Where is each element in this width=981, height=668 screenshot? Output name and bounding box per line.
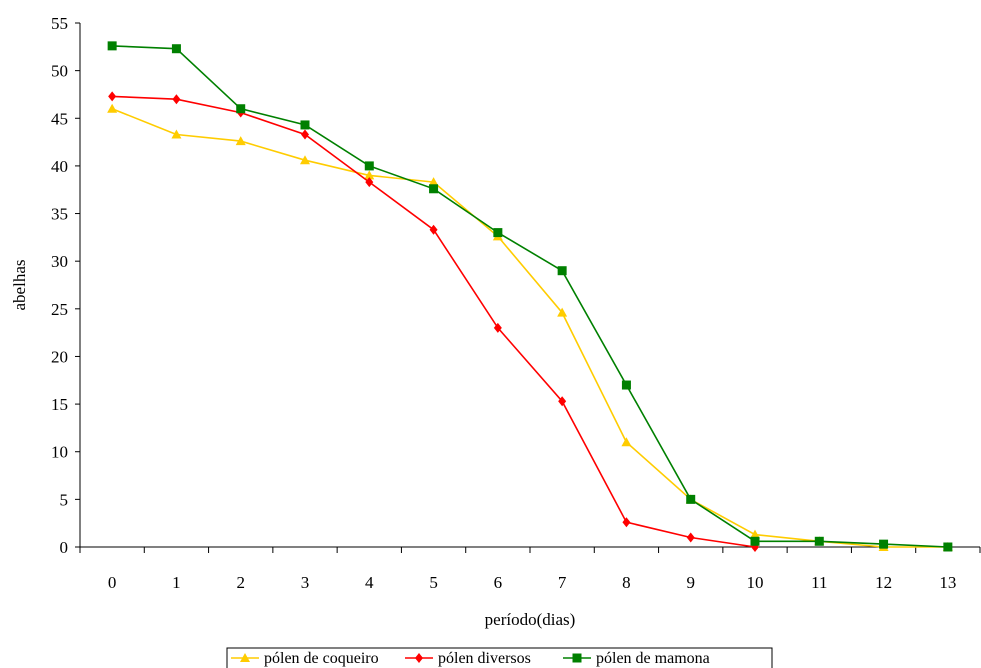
data-point [171, 129, 182, 139]
data-point [429, 184, 439, 194]
y-tick-label: 40 [51, 157, 68, 176]
legend: pólen de coqueiro pólen diversos pólen de … [226, 647, 773, 668]
data-point [365, 177, 374, 188]
data-point [300, 120, 310, 130]
x-tick-label: 6 [494, 573, 503, 592]
legend-label: pólen diversos [438, 650, 531, 667]
data-point [750, 536, 760, 546]
data-point [943, 542, 953, 552]
x-tick-label: 5 [429, 573, 438, 592]
data-point [107, 41, 117, 51]
x-tick-label: 9 [686, 573, 695, 592]
y-tick-label: 20 [51, 347, 68, 366]
data-point [621, 380, 631, 390]
legend-label: pólen de mamona [596, 650, 710, 667]
y-tick-label: 5 [60, 490, 69, 509]
data-point [107, 103, 118, 113]
legend-marker [572, 653, 582, 663]
y-tick-label: 10 [51, 443, 68, 462]
series-3 [107, 41, 953, 552]
y-tick-label: 50 [51, 62, 68, 81]
data-point [301, 129, 309, 140]
x-tick-label: 4 [365, 573, 374, 592]
x-tick-label: 13 [939, 573, 956, 592]
data-point [557, 266, 567, 276]
x-tick-label: 11 [811, 573, 827, 592]
legend-marker [415, 653, 423, 663]
data-point [300, 155, 310, 165]
data-point [364, 161, 374, 171]
data-point [557, 307, 568, 317]
series-line [112, 95, 756, 548]
x-tick-label: 12 [875, 573, 892, 592]
x-tick-label: 3 [301, 573, 310, 592]
x-tick-label: 0 [108, 573, 117, 592]
series-line [111, 107, 948, 548]
data-point [172, 94, 181, 105]
y-tick-label: 30 [51, 252, 68, 271]
data-point [493, 228, 503, 238]
y-tick-label: 45 [51, 109, 68, 128]
data-point [879, 539, 889, 549]
legend-marker [240, 653, 250, 662]
data-point [750, 529, 760, 539]
legend-box [226, 647, 773, 668]
x-tick-label: 1 [172, 573, 181, 592]
data-point [558, 396, 567, 407]
x-tick-label: 7 [558, 573, 567, 592]
series-2 [108, 91, 759, 552]
data-point [428, 177, 439, 187]
data-point [429, 224, 438, 235]
x-axis-ticks: 0 1 2 3 4 5 6 7 8 9 10 11 12 13 [79, 547, 981, 592]
series-layer [107, 41, 953, 552]
data-point [621, 437, 632, 447]
y-tick-label: 55 [51, 14, 68, 33]
data-point [622, 517, 631, 528]
y-tick-label: 35 [51, 205, 68, 224]
x-tick-label: 10 [747, 573, 764, 592]
series-line [112, 45, 948, 548]
y-tick-label: 25 [51, 300, 68, 319]
y-axis-ticks: 0 5 10 15 20 25 30 35 40 45 50 55 [51, 14, 80, 557]
data-point [364, 170, 375, 180]
series-1 [107, 103, 953, 551]
data-point [235, 136, 246, 146]
x-tick-label: 8 [622, 573, 631, 592]
data-point [171, 44, 181, 54]
y-tick-label: 15 [51, 395, 68, 414]
y-tick-label: 0 [60, 538, 69, 557]
data-point [493, 322, 502, 333]
data-point [814, 536, 824, 546]
y-axis-title: abelhas [10, 260, 29, 311]
data-point [108, 91, 117, 102]
data-point [236, 104, 246, 114]
data-point [686, 494, 696, 504]
data-point [686, 532, 695, 543]
legend-label: pólen de coqueiro [264, 650, 379, 667]
x-axis-title: período(dias) [485, 610, 576, 629]
x-tick-label: 2 [236, 573, 245, 592]
